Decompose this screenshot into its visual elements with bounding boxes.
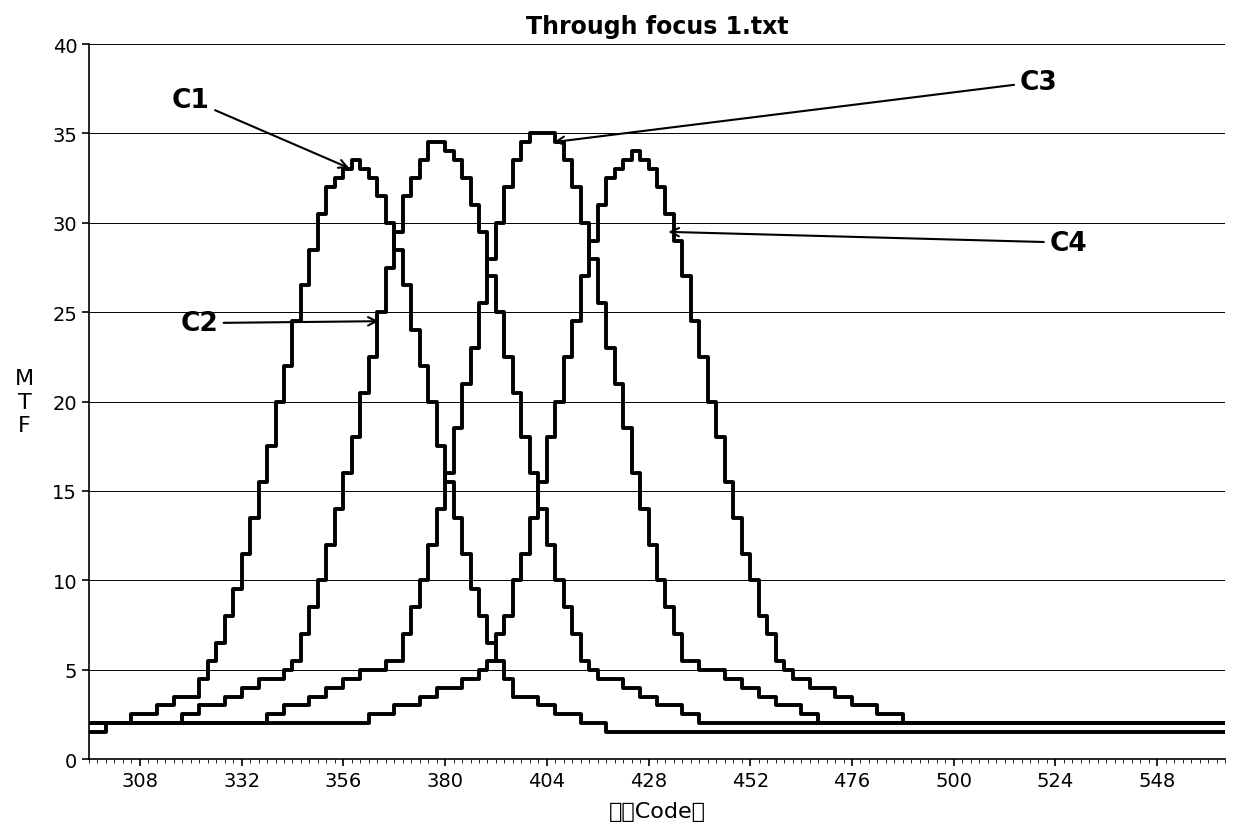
Text: C4: C4: [671, 229, 1087, 257]
Text: C1: C1: [172, 88, 347, 169]
Text: C3: C3: [556, 69, 1058, 145]
X-axis label: 马达Code値: 马达Code値: [609, 801, 706, 821]
Text: C2: C2: [180, 311, 377, 337]
Title: Through focus 1.txt: Through focus 1.txt: [526, 15, 789, 39]
Y-axis label: M
T
F: M T F: [15, 369, 35, 436]
